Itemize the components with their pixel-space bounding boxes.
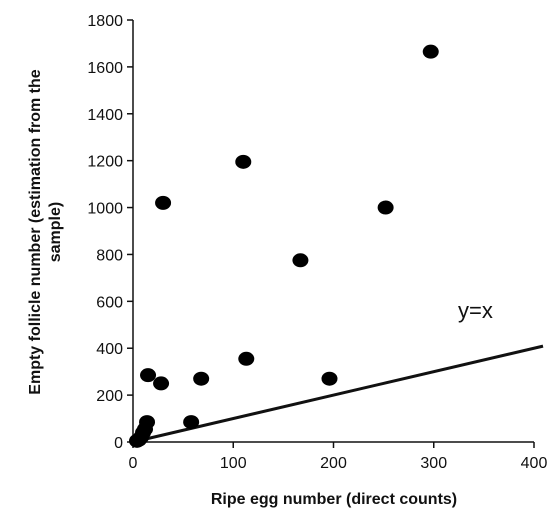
data-point (238, 351, 255, 366)
y-axis-title-line-2: sample) (47, 202, 64, 262)
y-tick-label: 0 (114, 435, 123, 452)
data-point (139, 415, 156, 430)
data-point (155, 195, 172, 210)
y-tick-label: 1600 (87, 60, 123, 77)
x-tick-label: 200 (320, 455, 347, 472)
data-point (235, 154, 252, 169)
y-axis-ticks: 0 200 400 600 800 1000 1200 1400 1600 1800 (87, 13, 133, 452)
x-tick-label: 300 (420, 455, 447, 472)
y-tick-label: 600 (96, 294, 123, 311)
y-tick-label: 1400 (87, 107, 123, 124)
data-point (377, 200, 394, 215)
y-tick-label: 200 (96, 388, 123, 405)
x-axis-title: Ripe egg number (direct counts) (211, 491, 457, 508)
y-tick-label: 400 (96, 341, 123, 358)
x-tick-label: 0 (129, 455, 138, 472)
data-point (153, 376, 170, 391)
y-tick-label: 1800 (87, 13, 123, 30)
data-point (292, 253, 309, 268)
reference-line-label: y=x (458, 298, 493, 323)
x-tick-label: 400 (521, 455, 548, 472)
data-point (183, 415, 200, 430)
x-axis-ticks: 0 100 200 300 400 (129, 442, 548, 472)
data-point (321, 371, 338, 386)
data-point (422, 44, 439, 59)
y-tick-label: 1000 (87, 201, 123, 218)
y-tick-label: 800 (96, 247, 123, 264)
data-points (129, 44, 439, 448)
x-tick-label: 100 (220, 455, 247, 472)
data-point (193, 371, 210, 386)
reference-line-y-equals-x (132, 344, 544, 444)
data-point (140, 368, 157, 383)
y-axis-title-line-1: Empty follicle number (estimation from t… (27, 69, 44, 394)
y-tick-label: 1200 (87, 154, 123, 171)
